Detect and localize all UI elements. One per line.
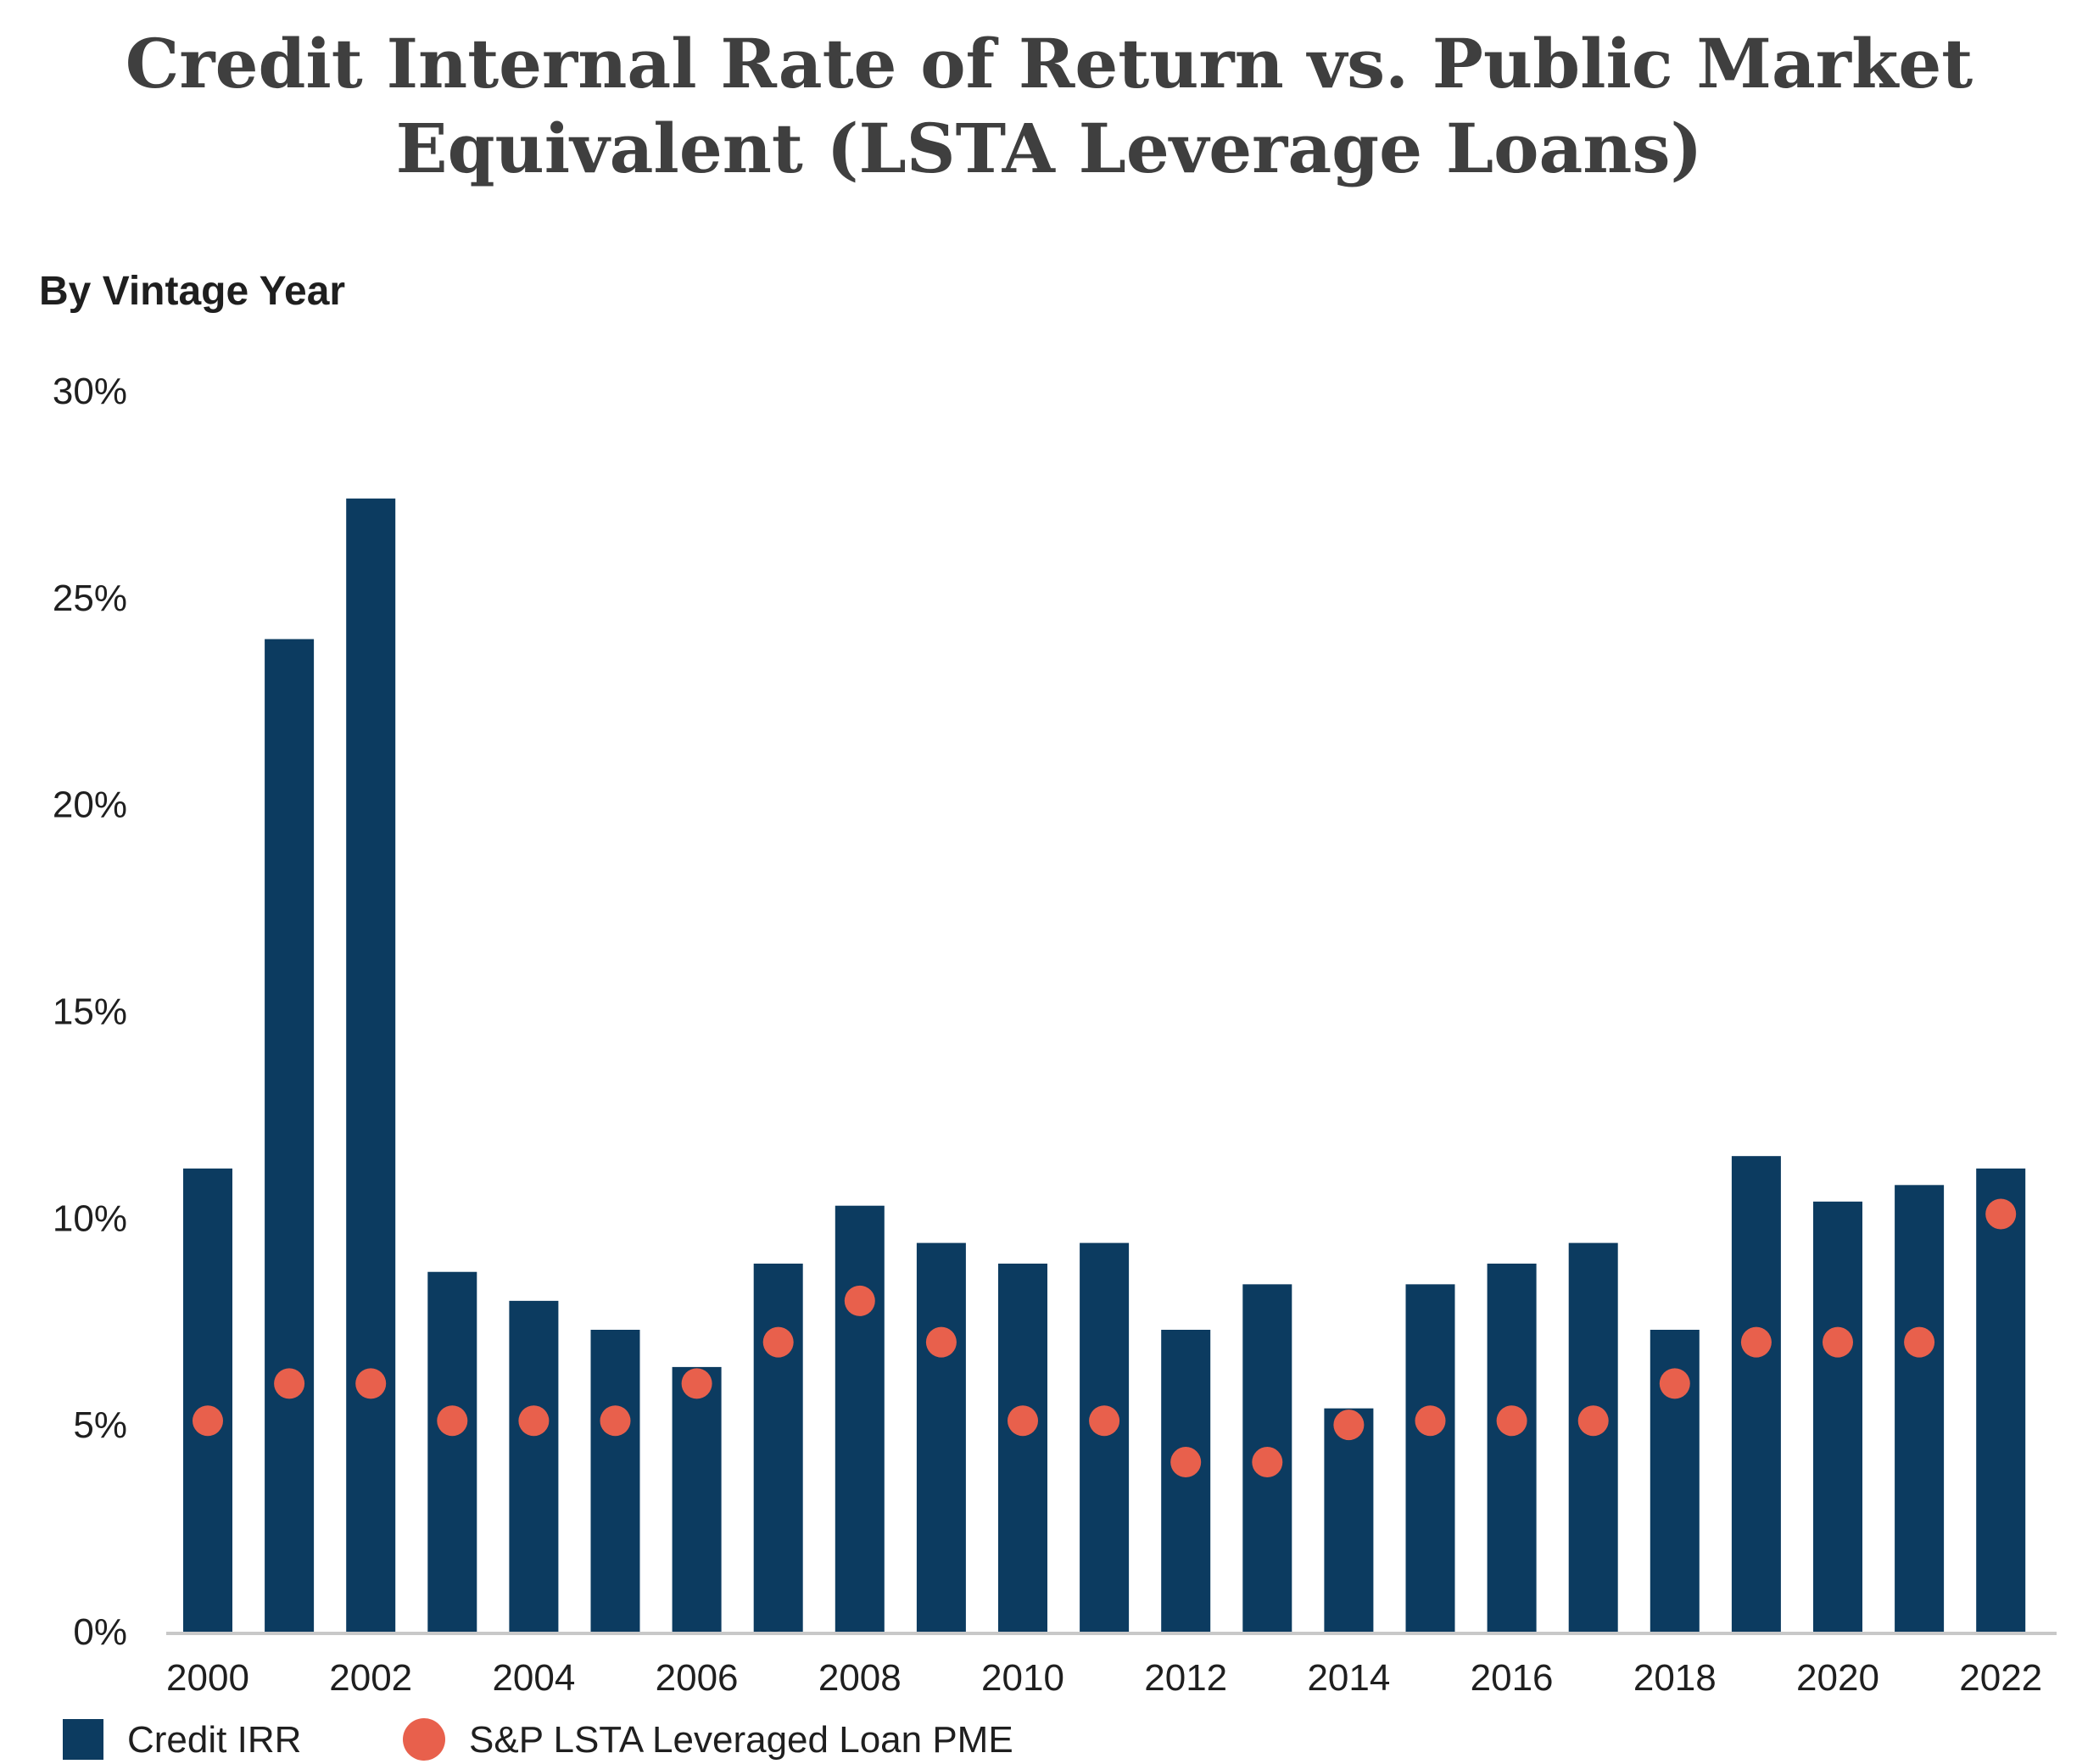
chart-title-line-2: Equivalent (LSTA Leverage Loans) [396,109,1703,188]
credit-irr-bars [183,498,2026,1632]
dot-pme [1415,1405,1446,1437]
dot-pme [355,1368,387,1399]
dot-pme [1577,1405,1609,1437]
x-tick-label: 2022 [1959,1657,2042,1699]
legend-swatch-credit-irr [63,1719,103,1760]
dot-pme [1985,1198,2017,1230]
bar-credit-irr [1324,1408,1374,1632]
y-tick-label: 20% [53,784,127,826]
legend-label-credit-irr: Credit IRR [127,1719,301,1761]
y-tick-label: 10% [53,1197,127,1239]
y-tick-label: 15% [53,991,127,1033]
x-tick-label: 2006 [656,1657,739,1699]
bar-credit-irr [509,1300,559,1632]
dot-pme [1008,1405,1038,1437]
x-tick-label: 2004 [492,1657,575,1699]
bar-credit-irr [1895,1185,1945,1632]
dot-pme [1904,1326,1935,1358]
bar-credit-irr [1080,1242,1130,1632]
bar-credit-irr [1405,1284,1455,1632]
dot-pme [274,1368,305,1399]
y-tick-label: 30% [53,371,127,412]
x-tick-label: 2016 [1471,1657,1554,1699]
x-tick-label: 2020 [1796,1657,1879,1699]
bar-credit-irr [1976,1168,2026,1632]
x-tick-label: 2010 [981,1657,1064,1699]
bar-credit-irr [1813,1201,1862,1632]
dot-pme [1252,1447,1283,1478]
x-tick-label: 2018 [1633,1657,1717,1699]
legend-swatch-pme [403,1718,445,1761]
dot-pme [1333,1410,1365,1441]
x-tick-label: 2000 [166,1657,249,1699]
bar-credit-irr [916,1242,966,1632]
bar-credit-irr [183,1168,232,1632]
pme-dots [193,1198,2017,1478]
bar-credit-irr [1161,1330,1211,1632]
legend-label-pme: S&P LSTA Leveraged Loan PME [469,1719,1013,1761]
legend: Credit IRR S&P LSTA Leveraged Loan PME [63,1718,1013,1761]
bar-credit-irr [1568,1242,1618,1632]
bar-credit-irr [590,1330,640,1632]
y-axis-ticks: 0% 5% 10% 15% 20% 25% 30% [53,371,127,1653]
chart-subtitle: By Vintage Year [39,269,345,314]
dot-pme [600,1405,631,1437]
dot-pme [518,1405,550,1437]
dot-pme [1740,1326,1772,1358]
x-tick-label: 2008 [818,1657,902,1699]
dot-pme [844,1285,875,1316]
dot-pme [925,1326,957,1358]
bar-credit-irr [265,639,315,1632]
x-tick-label: 2012 [1144,1657,1227,1699]
bar-credit-irr [427,1271,477,1632]
bar-credit-irr [835,1205,885,1632]
dot-pme [193,1405,223,1437]
bar-credit-irr [672,1366,722,1632]
x-tick-label: 2014 [1307,1657,1390,1699]
bar-credit-irr [998,1263,1047,1632]
bar-credit-irr [1487,1263,1537,1632]
bar-credit-irr [753,1263,803,1632]
y-tick-label: 5% [73,1404,127,1446]
dot-pme [1496,1405,1527,1437]
dot-pme [1089,1405,1120,1437]
y-tick-label: 0% [73,1611,127,1653]
dot-pme [1823,1326,1853,1358]
bar-credit-irr [1731,1156,1781,1632]
dot-pme [437,1405,468,1437]
dot-pme [681,1368,712,1399]
bar-credit-irr [346,498,396,1632]
dot-pme [1170,1447,1202,1478]
x-axis-ticks: 2000 2002 2004 2006 2008 2010 2012 2014 2016 2018… [166,1657,2042,1699]
chart-title-line-1: Credit Internal Rate of Return vs. Publi… [126,24,1973,103]
dot-pme [762,1326,794,1358]
x-tick-label: 2002 [329,1657,412,1699]
dot-pme [1659,1368,1690,1399]
y-tick-label: 25% [53,578,127,619]
